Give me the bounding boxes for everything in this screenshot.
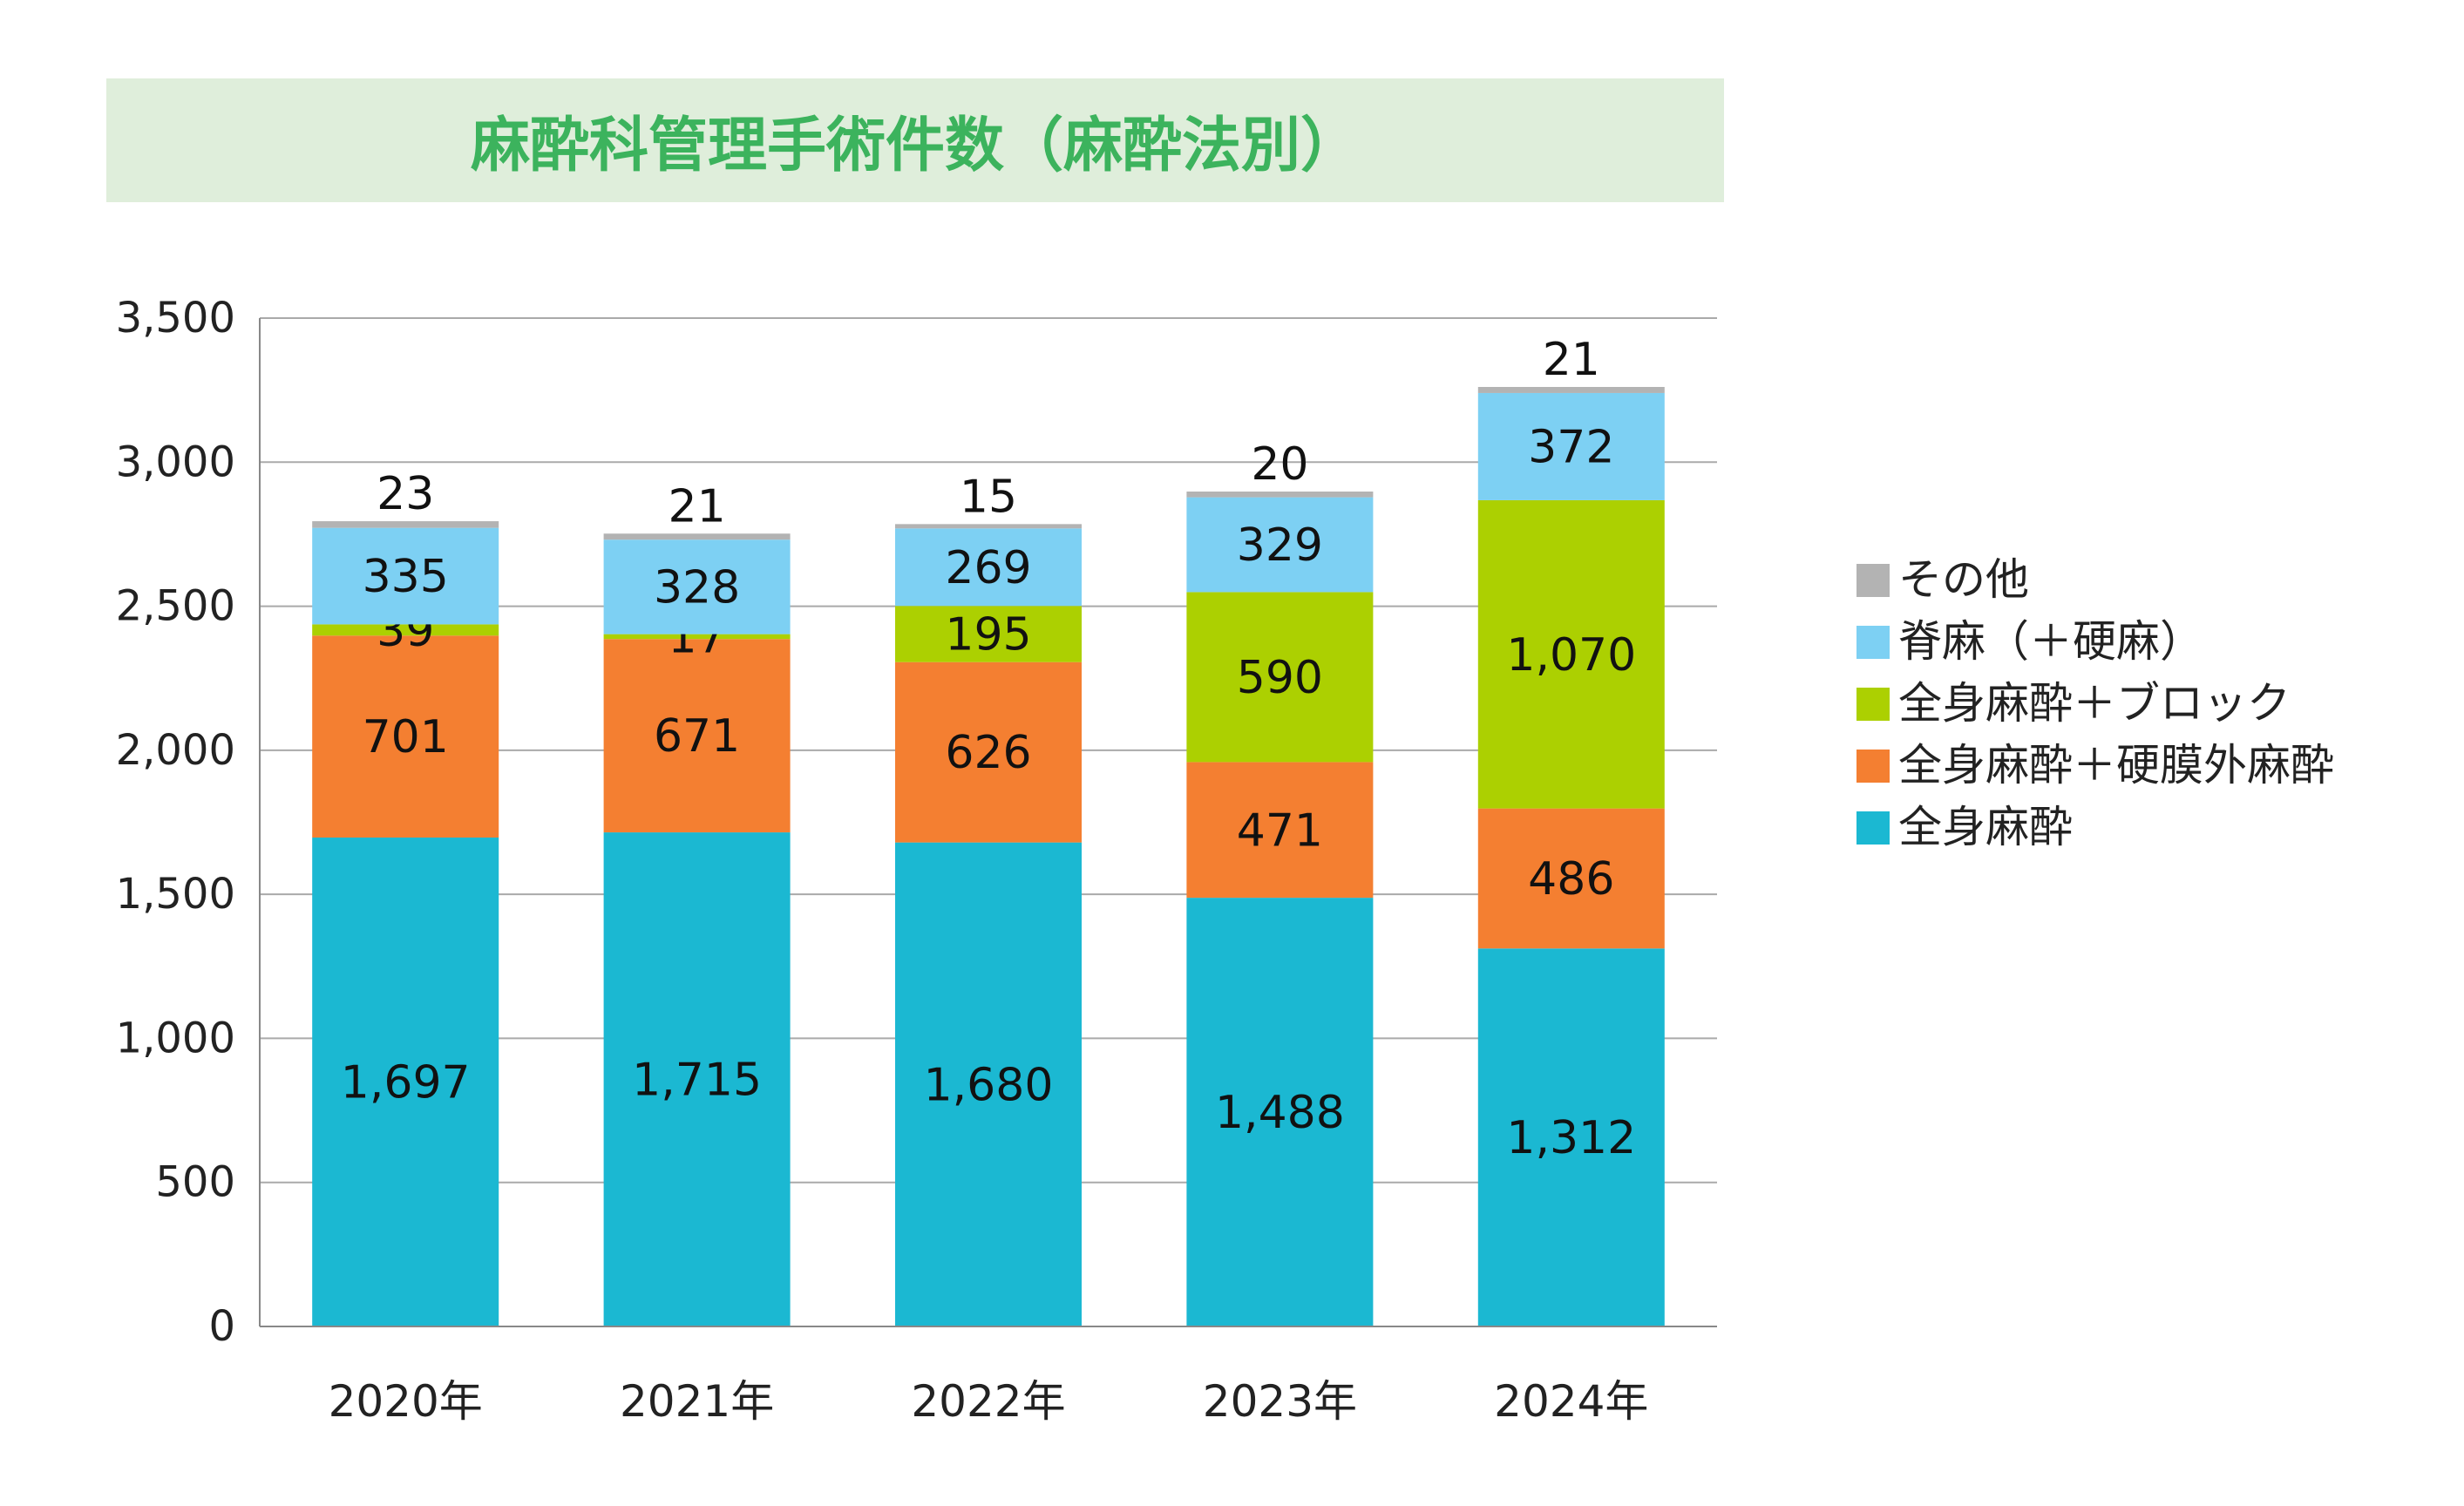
bar-segment [1186, 762, 1374, 899]
legend-swatch [1856, 564, 1890, 597]
bar-segment [1477, 392, 1665, 500]
legend-label: 全身麻酔＋硬膜外麻酔 [1898, 740, 2334, 790]
bar-segment [1186, 492, 1374, 498]
legend-swatch [1856, 811, 1890, 845]
data-label: 15 [960, 471, 1017, 523]
y-tick-label: 500 [155, 1158, 235, 1207]
data-label: 1,680 [924, 1059, 1054, 1111]
legend-swatch [1856, 626, 1890, 659]
x-axis: 2020年 2021年 2022年 2023年 2024年 [260, 1326, 1717, 1427]
data-label: 671 [654, 710, 740, 763]
bar-segment [895, 528, 1082, 607]
x-tick-label: 2020年 [329, 1376, 483, 1427]
data-label: 372 [1528, 421, 1614, 473]
legend-swatch [1856, 750, 1890, 783]
data-label: 590 [1237, 652, 1323, 704]
x-tick-label: 2024年 [1494, 1376, 1648, 1427]
bar-segment [1477, 499, 1665, 809]
data-label: 328 [654, 561, 740, 614]
y-tick-label: 0 [208, 1302, 235, 1351]
bar-segment [1477, 808, 1665, 949]
data-label: 335 [363, 551, 449, 603]
y-tick-label: 1,500 [116, 870, 235, 919]
data-label: 486 [1528, 853, 1614, 906]
bar-segment [1477, 387, 1665, 393]
y-tick-label: 3,000 [116, 438, 235, 486]
bar-segment [312, 624, 499, 636]
legend-label: その他 [1898, 554, 2029, 605]
bar-segment [603, 832, 791, 1326]
bar-segment [312, 527, 499, 625]
data-label: 23 [377, 468, 434, 520]
bar-segment [603, 539, 791, 634]
legend-label: 脊麻（＋硬麻） [1898, 616, 2203, 667]
data-label: 20 [1251, 438, 1308, 491]
data-label: 1,070 [1506, 629, 1636, 682]
bar-segment [603, 639, 791, 833]
data-label: 21 [1543, 334, 1600, 386]
x-tick-label: 2021年 [620, 1376, 774, 1427]
data-label: 1,715 [632, 1055, 762, 1107]
data-label: 269 [945, 542, 1031, 594]
bar-segment [1186, 497, 1374, 593]
data-label: 21 [669, 480, 726, 533]
legend-label: 全身麻酔＋ブロック [1898, 678, 2291, 729]
bar-segment [1186, 898, 1374, 1326]
bar-segment [895, 524, 1082, 529]
y-tick-label: 1,000 [116, 1014, 235, 1062]
y-axis: 0 500 1,000 1,500 2,000 2,500 3,000 3,500 [116, 294, 261, 1351]
data-label: 701 [363, 711, 449, 763]
x-tick-label: 2023年 [1203, 1376, 1357, 1427]
data-label: 329 [1237, 519, 1323, 572]
legend-label: 全身麻酔 [1898, 802, 2073, 852]
data-label: 1,312 [1506, 1112, 1636, 1164]
bar-segment [603, 533, 791, 540]
data-label: 1,488 [1215, 1087, 1345, 1139]
bar-segment [312, 635, 499, 838]
bar-segment [895, 842, 1082, 1326]
title-banner [106, 78, 1724, 202]
data-label: 1,697 [341, 1057, 471, 1109]
data-label: 626 [945, 727, 1031, 779]
y-tick-label: 2,000 [116, 726, 235, 775]
bar-segment [895, 661, 1082, 843]
x-tick-label: 2022年 [911, 1376, 1065, 1427]
bars: 1,69770139335231,71567117328211,68062619… [312, 334, 1665, 1326]
data-label: 195 [945, 608, 1031, 661]
bar-segment [312, 521, 499, 528]
bar-segment [1477, 948, 1665, 1326]
y-tick-label: 2,500 [116, 582, 235, 631]
bar-segment [603, 634, 791, 640]
data-label: 471 [1237, 804, 1323, 857]
chart-title: 麻酔科管理手術件数（麻酔法別） [471, 112, 1360, 180]
y-tick-label: 3,500 [116, 294, 235, 343]
bar-segment [312, 838, 499, 1326]
bar-segment [1186, 592, 1374, 763]
legend-swatch [1856, 688, 1890, 721]
bar-segment [895, 606, 1082, 662]
